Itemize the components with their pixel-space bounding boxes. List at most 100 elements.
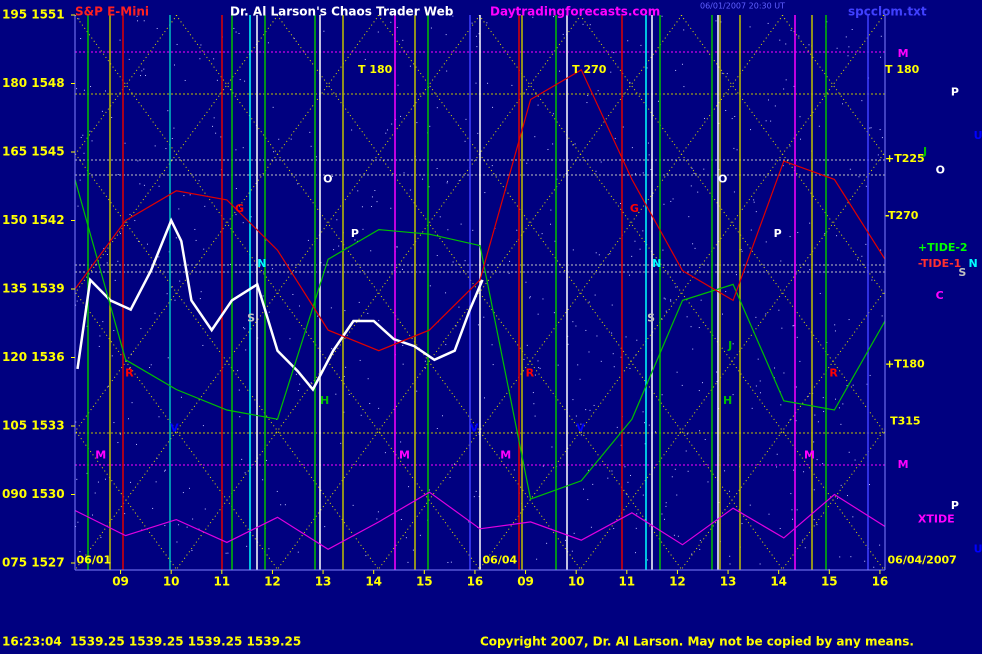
annotation: +T225 (885, 152, 925, 165)
annotation: S (247, 312, 255, 325)
star (798, 35, 800, 37)
star (424, 360, 426, 362)
star (213, 58, 215, 60)
star (119, 233, 121, 235)
star (330, 307, 332, 309)
star (861, 255, 863, 257)
star (879, 56, 881, 58)
star (200, 44, 202, 46)
star (99, 335, 101, 337)
star (834, 324, 836, 326)
star (688, 216, 690, 218)
annotation: V (470, 421, 479, 434)
star (471, 22, 473, 24)
star (691, 553, 693, 555)
star (654, 431, 656, 433)
annotation: +T180 (885, 357, 925, 370)
star (865, 243, 867, 245)
star (464, 260, 466, 262)
gann-line (276, 15, 683, 570)
star (792, 325, 794, 327)
y-tick-label: 120 1536 (2, 350, 65, 364)
star (536, 558, 538, 560)
star (131, 402, 133, 404)
star (818, 125, 820, 127)
star (298, 305, 300, 307)
star (816, 459, 818, 461)
star (732, 343, 734, 345)
star (537, 313, 539, 315)
star (356, 240, 358, 242)
annotation: P (951, 86, 959, 99)
star (351, 129, 353, 131)
star (198, 180, 200, 182)
star (828, 568, 830, 570)
star (362, 465, 364, 467)
star (268, 548, 270, 550)
star (340, 442, 342, 444)
star (639, 248, 641, 250)
star (272, 268, 274, 270)
star (156, 27, 158, 29)
star (585, 329, 587, 331)
star (76, 478, 78, 480)
star (721, 72, 723, 74)
star (718, 502, 720, 504)
star (753, 199, 755, 201)
star (577, 364, 579, 366)
x-tick-label: 11 (213, 575, 230, 589)
star (225, 552, 227, 554)
star (402, 344, 404, 346)
star (840, 423, 842, 425)
star (808, 44, 810, 46)
star (422, 178, 424, 180)
annotation: 06/01 (77, 554, 112, 567)
star (171, 137, 173, 139)
star (567, 343, 569, 345)
star (759, 380, 761, 382)
star (880, 35, 882, 37)
star (103, 247, 105, 249)
star (693, 172, 695, 174)
star (780, 404, 782, 406)
star (677, 535, 679, 537)
star (858, 176, 860, 178)
star (445, 344, 447, 346)
star (692, 243, 694, 245)
star (607, 477, 609, 479)
star (143, 184, 145, 186)
star (542, 465, 544, 467)
star (813, 489, 815, 491)
annotation: 06/04/2007 (888, 554, 957, 567)
star (390, 21, 392, 23)
star (572, 399, 574, 401)
star (428, 186, 430, 188)
star (823, 410, 825, 412)
star (338, 245, 340, 247)
star (627, 481, 629, 483)
star (845, 36, 847, 38)
star (881, 315, 883, 317)
star (729, 563, 731, 565)
star (483, 316, 485, 318)
star (610, 71, 612, 73)
star (847, 55, 849, 57)
star (129, 213, 131, 215)
star (141, 70, 143, 72)
star (789, 419, 791, 421)
star (403, 172, 405, 174)
star (726, 73, 728, 75)
star (774, 105, 776, 107)
star (552, 113, 554, 115)
star (510, 431, 512, 433)
star (332, 175, 334, 177)
star (755, 385, 757, 387)
star (280, 504, 282, 506)
star (90, 86, 92, 88)
star (447, 229, 449, 231)
y-tick-label: 090 1530 (2, 487, 65, 501)
annotation: H (723, 394, 732, 407)
star (238, 389, 240, 391)
star (817, 421, 819, 423)
star (310, 382, 312, 384)
